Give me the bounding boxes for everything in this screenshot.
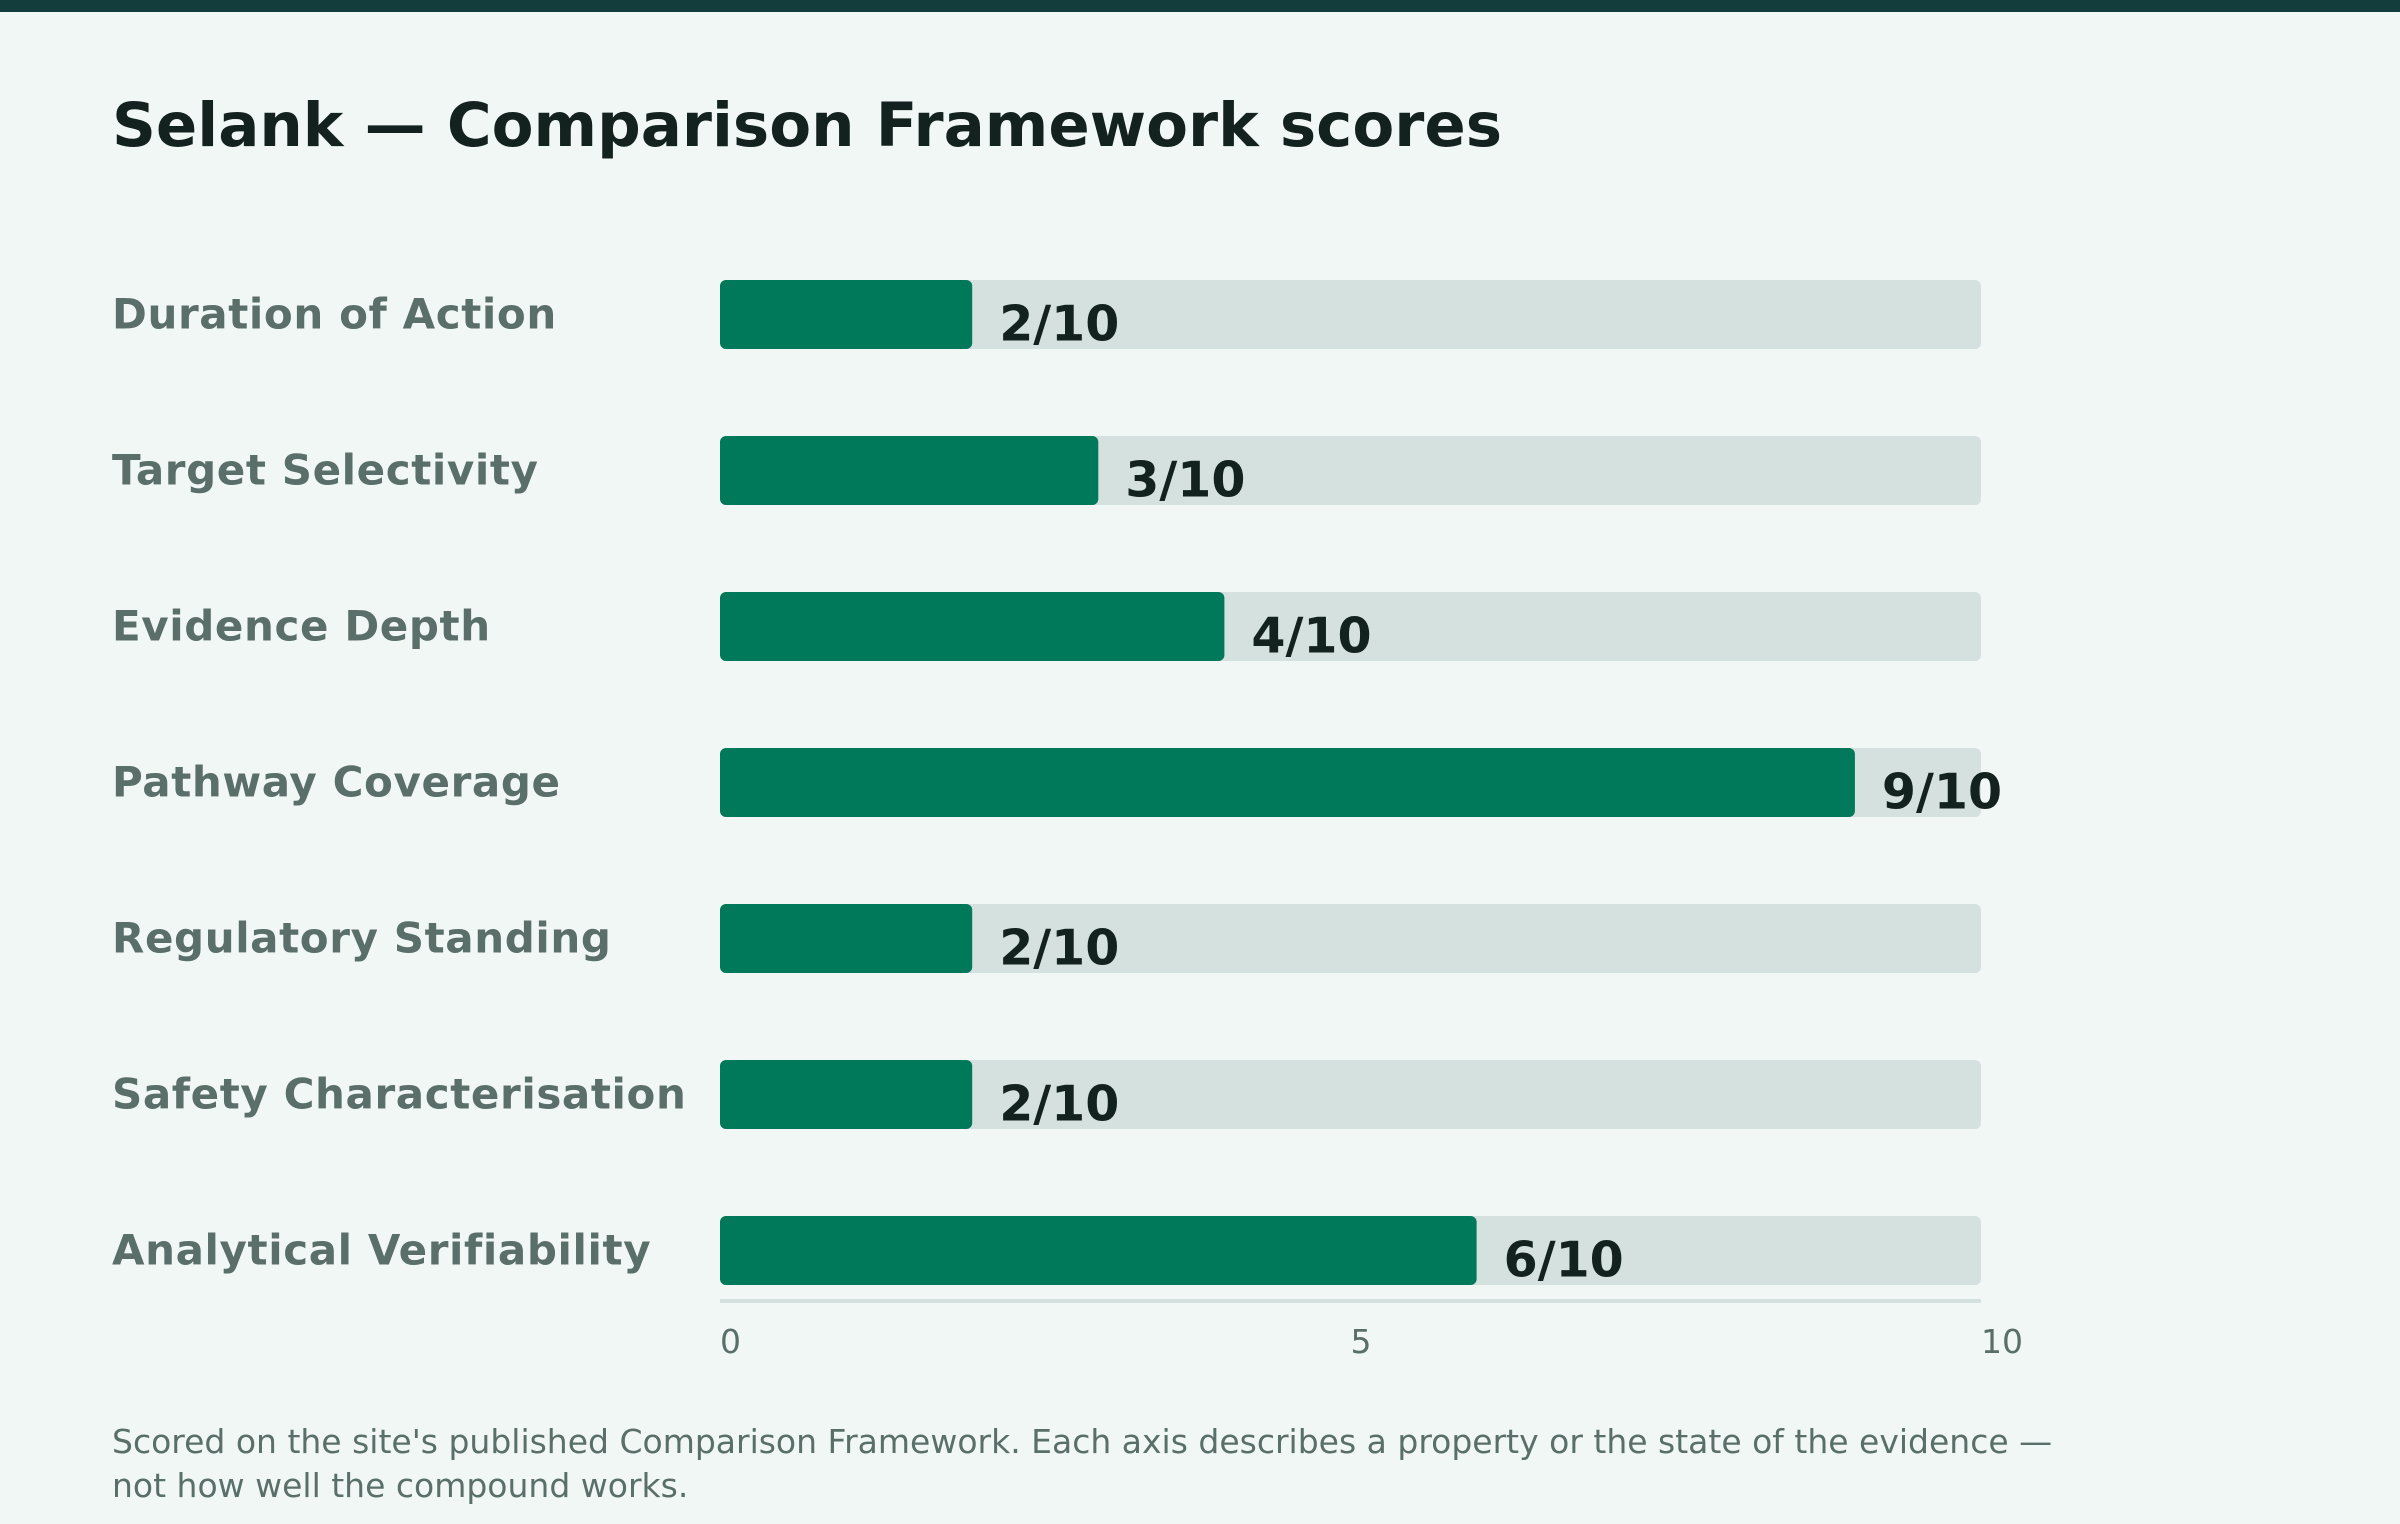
value-label: 2/10 bbox=[999, 1076, 1119, 1133]
x-tick-label: 0 bbox=[720, 1322, 741, 1361]
x-tick-label: 5 bbox=[1351, 1322, 1372, 1361]
bar-track bbox=[720, 1060, 1981, 1129]
bar bbox=[720, 1060, 973, 1129]
value-label: 4/10 bbox=[1251, 608, 1371, 665]
value-label: 6/10 bbox=[1504, 1232, 1624, 1289]
bar bbox=[720, 1216, 1477, 1285]
bar bbox=[720, 904, 973, 973]
bar bbox=[720, 748, 1855, 817]
category-label: Duration of Action bbox=[112, 290, 557, 339]
category-label: Pathway Coverage bbox=[112, 758, 561, 807]
value-label: 9/10 bbox=[1882, 764, 2002, 821]
value-label: 3/10 bbox=[1125, 452, 1245, 509]
chart-footnote: Scored on the site's published Compariso… bbox=[112, 1422, 2053, 1505]
bar-track bbox=[720, 904, 1981, 973]
bar bbox=[720, 436, 1099, 505]
category-label: Regulatory Standing bbox=[112, 914, 612, 963]
bar bbox=[720, 280, 973, 349]
value-label: 2/10 bbox=[999, 296, 1119, 353]
category-label: Analytical Verifiability bbox=[112, 1226, 651, 1275]
x-tick-label: 10 bbox=[1981, 1322, 2023, 1361]
category-label: Safety Characterisation bbox=[112, 1070, 686, 1119]
category-label: Evidence Depth bbox=[112, 602, 491, 651]
value-label: 2/10 bbox=[999, 920, 1119, 977]
bar-track bbox=[720, 280, 1981, 349]
top-accent-bar bbox=[0, 0, 2400, 12]
chart-title: Selank — Comparison Framework scores bbox=[112, 90, 1503, 161]
category-label: Target Selectivity bbox=[112, 446, 539, 495]
bar-chart: Duration of Action 2/10 Target Selectivity… bbox=[112, 280, 2023, 1361]
bar bbox=[720, 592, 1225, 661]
